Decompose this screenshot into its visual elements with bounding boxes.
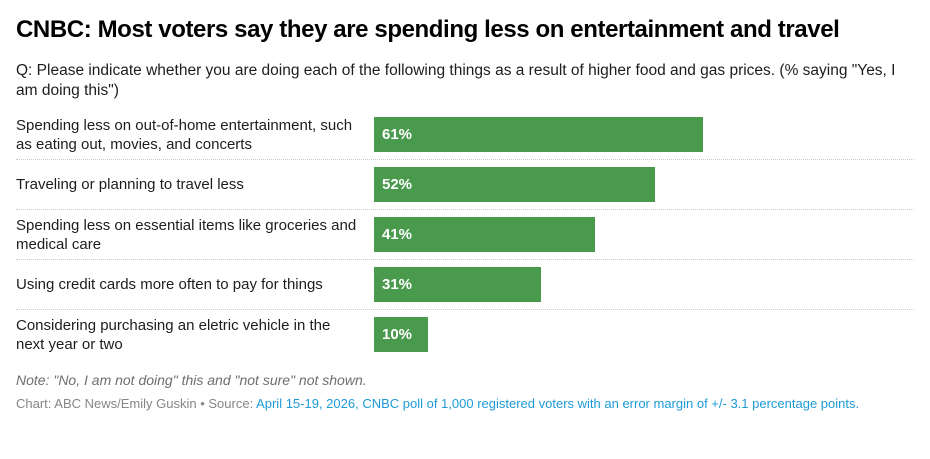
bar-value-label: 31% bbox=[382, 276, 413, 293]
source-link[interactable]: April 15-19, 2026, CNBC poll of 1,000 re… bbox=[256, 396, 860, 411]
row-label: Spending less on essential items like gr… bbox=[16, 216, 357, 253]
chart-row: Considering purchasing an eletric vehicl… bbox=[16, 309, 914, 359]
bar: 31% bbox=[374, 267, 542, 302]
chart-subtitle: Q: Please indicate whether you are doing… bbox=[16, 62, 896, 99]
bar-chart: Spending less on out-of-home entertainme… bbox=[16, 110, 914, 359]
row-label: Traveling or planning to travel less bbox=[16, 176, 244, 193]
bar-area: 10% bbox=[374, 310, 914, 359]
bar-area: 41% bbox=[374, 210, 914, 259]
bar-area: 31% bbox=[374, 260, 914, 309]
chart-card: CNBC: Most voters say they are spending … bbox=[0, 14, 930, 412]
bar: 61% bbox=[374, 117, 704, 152]
chart-byline: Chart: ABC News/Emily Guskin • Source: A… bbox=[16, 396, 914, 412]
bar-area: 61% bbox=[374, 110, 914, 159]
row-label: Spending less on out-of-home entertainme… bbox=[16, 116, 353, 153]
chart-row: Spending less on out-of-home entertainme… bbox=[16, 110, 914, 159]
bar-value-label: 52% bbox=[382, 176, 413, 193]
chart-row: Using credit cards more often to pay for… bbox=[16, 259, 914, 309]
byline-credit: Chart: ABC News/Emily Guskin • Source: bbox=[16, 396, 257, 411]
row-label: Using credit cards more often to pay for… bbox=[16, 276, 323, 293]
bar: 52% bbox=[374, 167, 655, 202]
bar: 10% bbox=[374, 317, 428, 352]
chart-note: Note: "No, I am not doing" this and "not… bbox=[16, 372, 367, 388]
row-label: Considering purchasing an eletric vehicl… bbox=[16, 316, 331, 353]
bar-value-label: 41% bbox=[382, 226, 413, 243]
chart-row: Spending less on essential items like gr… bbox=[16, 209, 914, 259]
bar: 41% bbox=[374, 217, 596, 252]
bar-value-label: 61% bbox=[382, 126, 413, 143]
bar-area: 52% bbox=[374, 160, 914, 209]
chart-row: Traveling or planning to travel less 52% bbox=[16, 159, 914, 209]
chart-title: CNBC: Most voters say they are spending … bbox=[16, 16, 840, 43]
bar-value-label: 10% bbox=[382, 326, 413, 343]
